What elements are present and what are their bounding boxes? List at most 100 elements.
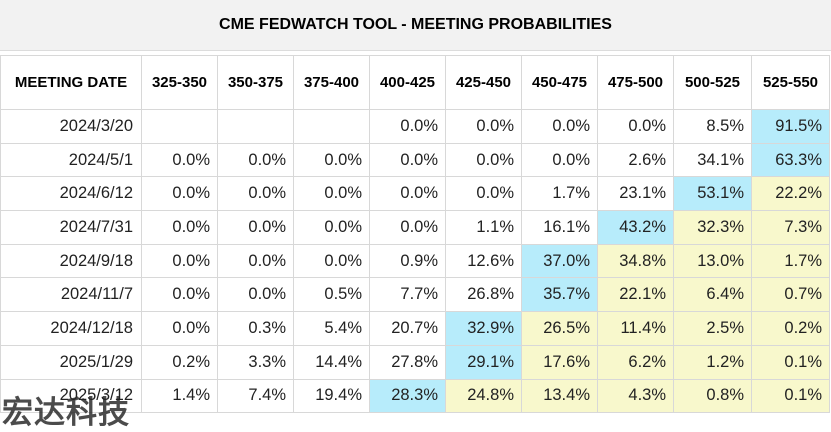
page-title: CME FEDWATCH TOOL - MEETING PROBABILITIE…: [0, 0, 831, 51]
probability-cell: 0.0%: [141, 243, 218, 279]
table-row: 2025/1/29 0.2% 3.3% 14.4% 27.8% 29.1% 17.6% 6.2…: [0, 344, 830, 380]
column-header-meeting-date: MEETING DATE: [0, 55, 142, 110]
probability-cell: [293, 109, 370, 144]
column-header-rate: 525-550: [751, 55, 830, 110]
table-row: 2024/5/1 0.0% 0.0% 0.0% 0.0% 0.0% 0.0% 2.6% 34.1…: [0, 142, 830, 178]
probability-cell: 2.5%: [673, 311, 752, 346]
meeting-date-cell: 2024/6/12: [0, 176, 142, 212]
probability-cell: 8.5%: [673, 109, 752, 144]
probability-cell: 1.7%: [521, 176, 598, 212]
probability-cell: 0.0%: [521, 142, 598, 178]
probability-cell: 26.8%: [445, 277, 522, 313]
probability-cell: 0.0%: [597, 109, 674, 144]
probability-cell: 0.0%: [217, 142, 294, 178]
probability-cell: 37.0%: [521, 243, 598, 279]
probability-cell: 23.1%: [597, 176, 674, 212]
probability-cell: 0.0%: [445, 142, 522, 178]
probability-cell: 2.6%: [597, 142, 674, 178]
probability-cell: 0.0%: [521, 109, 598, 144]
probability-cell: 35.7%: [521, 277, 598, 313]
probability-cell: 3.3%: [217, 344, 294, 380]
probability-cell: 0.0%: [217, 277, 294, 313]
probability-cell: 22.2%: [751, 176, 830, 212]
probability-cell: 24.8%: [445, 378, 522, 414]
probability-cell: 16.1%: [521, 210, 598, 245]
probability-cell: 32.3%: [673, 210, 752, 245]
probability-cell: 7.3%: [751, 210, 830, 245]
probability-cell: 0.0%: [141, 277, 218, 313]
meeting-date-cell: 2024/5/1: [0, 142, 142, 178]
header-row: MEETING DATE 325-350 350-375 375-400 400…: [0, 55, 830, 110]
probability-cell: 19.4%: [293, 378, 370, 414]
probability-cell: 0.0%: [293, 243, 370, 279]
meeting-date-cell: 2024/9/18: [0, 243, 142, 279]
probability-cell: 0.8%: [673, 378, 752, 414]
meeting-date-cell: 2024/12/18: [0, 311, 142, 346]
probability-cell: 0.0%: [369, 142, 446, 178]
probability-cell: 5.4%: [293, 311, 370, 346]
probability-cell: 1.4%: [141, 378, 218, 414]
column-header-rate: 350-375: [217, 55, 294, 110]
probability-cell: 27.8%: [369, 344, 446, 380]
probability-cell: 1.1%: [445, 210, 522, 245]
column-header-rate: 450-475: [521, 55, 598, 110]
probability-cell: 0.7%: [751, 277, 830, 313]
probability-cell: 1.2%: [673, 344, 752, 380]
probability-cell: [217, 109, 294, 144]
table-row: 2024/9/18 0.0% 0.0% 0.0% 0.9% 12.6% 37.0% 34.8%…: [0, 243, 830, 279]
probability-cell: 0.0%: [141, 311, 218, 346]
probability-cell: 28.3%: [369, 378, 446, 414]
probability-cell: 0.9%: [369, 243, 446, 279]
table-row: 2024/11/7 0.0% 0.0% 0.5% 7.7% 26.8% 35.7% 22.1%…: [0, 277, 830, 313]
probability-cell: 0.3%: [217, 311, 294, 346]
probability-cell: 43.2%: [597, 210, 674, 245]
probability-cell: 32.9%: [445, 311, 522, 346]
table-row: 2024/3/20 0.0% 0.0% 0.0% 0.0% 8.5% 91.5%: [0, 109, 830, 144]
probability-cell: 14.4%: [293, 344, 370, 380]
probability-cell: 0.0%: [369, 176, 446, 212]
probability-cell: 0.0%: [217, 210, 294, 245]
column-header-rate: 375-400: [293, 55, 370, 110]
probability-cell: [141, 109, 218, 144]
meeting-date-cell: 2025/1/29: [0, 344, 142, 380]
meeting-date-cell: 2024/7/31: [0, 210, 142, 245]
probability-cell: 0.2%: [751, 311, 830, 346]
probability-cell: 26.5%: [521, 311, 598, 346]
probability-cell: 53.1%: [673, 176, 752, 212]
probability-cell: 34.8%: [597, 243, 674, 279]
probability-cell: 17.6%: [521, 344, 598, 380]
probability-cell: 12.6%: [445, 243, 522, 279]
probability-cell: 1.7%: [751, 243, 830, 279]
probability-cell: 0.0%: [369, 109, 446, 144]
probability-cell: 6.2%: [597, 344, 674, 380]
probability-cell: 0.1%: [751, 378, 830, 414]
probability-cell: 0.0%: [217, 243, 294, 279]
probability-cell: 63.3%: [751, 142, 830, 178]
probability-cell: 11.4%: [597, 311, 674, 346]
probability-cell: 0.1%: [751, 344, 830, 380]
probability-cell: 0.0%: [293, 176, 370, 212]
column-header-rate: 400-425: [369, 55, 446, 110]
probability-cell: 0.0%: [141, 210, 218, 245]
column-header-rate: 325-350: [141, 55, 218, 110]
probability-cell: 0.5%: [293, 277, 370, 313]
probability-cell: 91.5%: [751, 109, 830, 144]
probability-cell: 0.0%: [217, 176, 294, 212]
probability-cell: 0.0%: [445, 109, 522, 144]
meeting-date-cell: 2024/3/20: [0, 109, 142, 144]
probability-cell: 20.7%: [369, 311, 446, 346]
probability-cell: 13.0%: [673, 243, 752, 279]
table-row: 2025/3/12 1.4% 7.4% 19.4% 28.3% 24.8% 13.4% 4.3…: [0, 378, 830, 414]
probability-cell: 0.0%: [141, 176, 218, 212]
probability-cell: 0.0%: [445, 176, 522, 212]
column-header-rate: 425-450: [445, 55, 522, 110]
probability-cell: 6.4%: [673, 277, 752, 313]
meeting-date-cell: 2024/11/7: [0, 277, 142, 313]
probability-cell: 34.1%: [673, 142, 752, 178]
column-header-rate: 475-500: [597, 55, 674, 110]
table-row: 2024/7/31 0.0% 0.0% 0.0% 0.0% 1.1% 16.1% 43.2% 3…: [0, 210, 830, 245]
column-header-rate: 500-525: [673, 55, 752, 110]
meeting-date-cell: 2025/3/12: [0, 378, 142, 414]
probability-cell: 7.4%: [217, 378, 294, 414]
probability-cell: 29.1%: [445, 344, 522, 380]
